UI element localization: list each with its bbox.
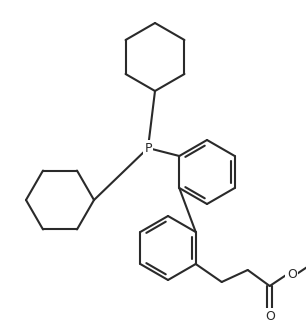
Text: O: O (265, 309, 275, 322)
Text: O: O (287, 267, 297, 280)
Text: P: P (144, 141, 152, 154)
